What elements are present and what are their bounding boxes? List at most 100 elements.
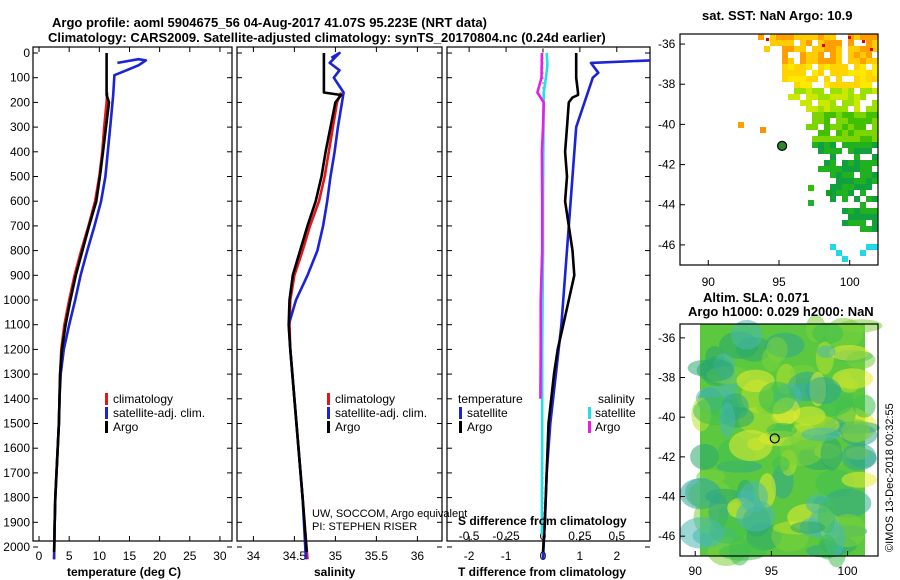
legend-label-satellite: satellite-adj. clim. — [335, 406, 427, 420]
sst-cell — [818, 112, 824, 118]
sst-cell — [836, 64, 842, 70]
series-argo — [287, 53, 343, 552]
sst-cell — [782, 70, 788, 76]
sst-cell — [860, 190, 866, 196]
figure-title-line1: Argo profile: aoml 5904675_56 04-Aug-201… — [52, 15, 487, 30]
temperature-legend: climatology satellite-adj. clim. Argo — [105, 392, 205, 434]
sst-cell — [836, 82, 842, 88]
y-tick-label: 1000 — [3, 293, 30, 307]
sst-cell — [824, 76, 830, 82]
top-x-tick-label: 0.25 — [568, 529, 592, 543]
sst-cell — [842, 166, 848, 172]
sst-cell — [806, 94, 812, 100]
sst-cell — [818, 148, 824, 154]
y-tick-label: -38 — [658, 371, 676, 385]
sst-cell — [866, 52, 872, 58]
x-tick-label: 15 — [123, 549, 137, 563]
x-tick-label: 100 — [840, 275, 860, 289]
sla-blob — [816, 345, 836, 358]
sst-cell — [848, 160, 854, 166]
sst-cell — [854, 130, 860, 136]
y-tick-label: -40 — [658, 117, 676, 131]
series-t-satellite — [541, 59, 651, 560]
sst-cell — [836, 148, 842, 154]
x-tick-label: 10 — [93, 549, 107, 563]
sst-cell — [860, 46, 866, 52]
sst-cell — [812, 136, 818, 142]
sst-cell — [866, 184, 872, 190]
sla-blob — [758, 381, 796, 415]
sst-cell — [872, 208, 878, 214]
sst-cell — [824, 166, 830, 172]
sst-cell — [848, 124, 854, 130]
sst-cell — [842, 256, 848, 262]
sst-cell — [860, 52, 866, 58]
sst-cell — [872, 154, 878, 160]
sst-cell — [872, 40, 878, 46]
sst-cell — [872, 58, 878, 64]
sla-blob — [840, 378, 859, 393]
sst-speck — [870, 48, 873, 51]
sst-cell — [860, 202, 866, 208]
sla-blob — [824, 488, 872, 518]
sst-cell — [824, 148, 830, 154]
sst-cell — [866, 70, 872, 76]
sla-blob — [841, 443, 877, 471]
sst-cell — [848, 184, 854, 190]
sst-cell — [842, 130, 848, 136]
difference-legend: temperature salinity satellite Argo sate… — [458, 392, 636, 434]
sst-cell — [860, 148, 866, 154]
sst-cell — [836, 178, 842, 184]
sst-cell — [854, 208, 860, 214]
sst-cell — [836, 130, 842, 136]
salinity-xlabel: salinity — [314, 565, 356, 579]
sst-cell — [836, 184, 842, 190]
sst-cell — [854, 142, 860, 148]
sst-cell — [824, 82, 830, 88]
sst-cell — [842, 64, 848, 70]
series-satellite-adj-clim- — [287, 51, 345, 560]
sst-cell — [738, 122, 744, 128]
y-tick-label: -42 — [658, 158, 676, 172]
sst-cell — [830, 58, 836, 64]
sst-cell — [866, 118, 872, 124]
sla-blob — [812, 322, 844, 345]
sst-cell — [806, 40, 812, 46]
sst-cell — [854, 106, 860, 112]
x-tick-label: 34 — [247, 549, 261, 563]
sst-cell — [836, 124, 842, 130]
sst-cell — [824, 34, 830, 40]
sst-cell — [860, 64, 866, 70]
difference-panel: -2 -1 0 1 2-0.5 -0.25 0 0.25 0.5 — [446, 46, 651, 563]
y-tick-label: 600 — [10, 194, 30, 208]
sst-cell — [830, 154, 836, 160]
sst-cell — [800, 76, 806, 82]
sst-cell — [806, 82, 812, 88]
sst-cell — [860, 226, 866, 232]
sst-cell — [842, 106, 848, 112]
y-tick-label: 1600 — [3, 441, 30, 455]
sst-cell — [848, 148, 854, 154]
sst-cell — [872, 34, 878, 40]
sst-speck — [822, 44, 825, 47]
sst-cell — [866, 244, 872, 250]
y-tick-label: -44 — [658, 490, 676, 504]
sst-cell — [812, 112, 818, 118]
sst-cell — [788, 70, 794, 76]
sst-cell — [806, 52, 812, 58]
sst-cell — [860, 160, 866, 166]
x-tick-label: 30 — [213, 549, 227, 563]
sst-cell — [812, 118, 818, 124]
y-tick-label: -40 — [658, 410, 676, 424]
sst-cell — [872, 196, 878, 202]
sst-cell — [800, 64, 806, 70]
legend-label-t-argo: Argo — [467, 420, 493, 434]
y-tick-label: 1800 — [3, 491, 30, 505]
sst-cell — [848, 46, 854, 52]
sst-cell — [806, 34, 812, 40]
sst-cell — [830, 190, 836, 196]
y-tick-label: 1100 — [4, 318, 30, 332]
temperature-panel: 0 5 10 15 20 25 300100200300400500600700800900… — [3, 46, 233, 563]
sst-cell — [848, 94, 854, 100]
sst-cell — [848, 100, 854, 106]
